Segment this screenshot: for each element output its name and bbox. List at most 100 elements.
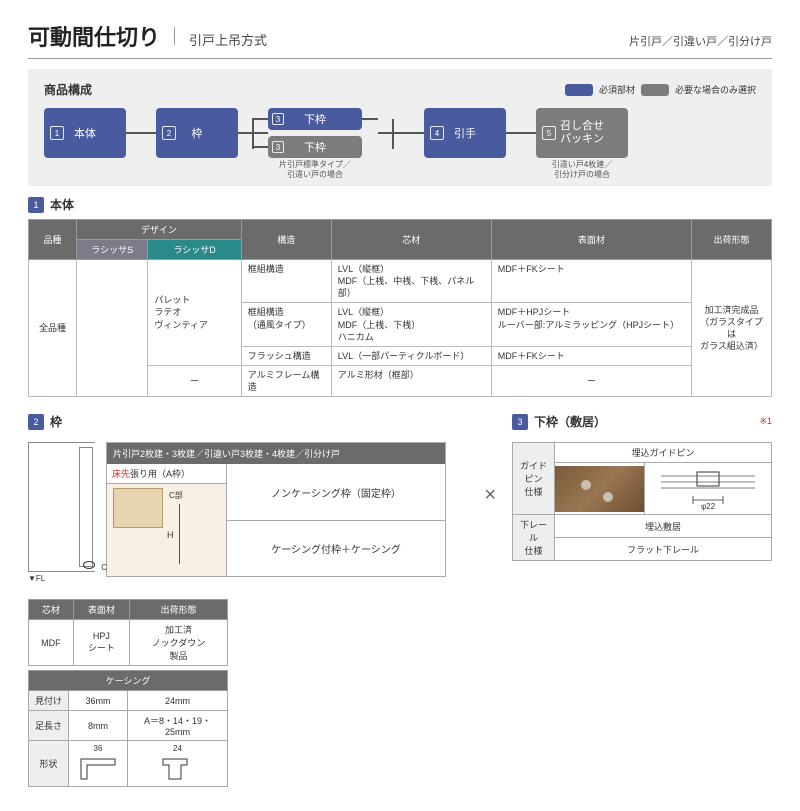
cell-r1-kouzou: 框組構造 xyxy=(241,260,331,303)
connector xyxy=(506,132,536,134)
section-3: 3 下枠（敷居） ※1 ガイドピン 仕様 埋込ガイドピン xyxy=(512,407,772,561)
node-label-5: 召し合せ パッキン xyxy=(560,120,604,146)
title-subtitle: 引戸上吊方式 xyxy=(189,30,629,49)
cell-rail-a: 埋込敷居 xyxy=(555,515,772,538)
table-lower-rail: ガイドピン 仕様 埋込ガイドピン xyxy=(512,442,772,561)
connector xyxy=(252,146,268,148)
node-label-3b: 下枠 xyxy=(304,139,326,155)
flow-stack-3: 3 下枠 3 下枠 片引戸標準タイプ／ 引違い戸の場合 xyxy=(268,108,378,158)
td-c-r1b: 24mm xyxy=(128,691,228,711)
flow-node-3b: 3 下枠 片引戸標準タイプ／ 引違い戸の場合 xyxy=(268,136,362,158)
th-shukka: 出荷形態 xyxy=(692,220,772,260)
table-body-spec: 品種 デザイン 構造 芯材 表面材 出荷形態 ラシッサS ラシッサD 全品種 パ… xyxy=(28,219,772,397)
cell-r4-shin: アルミ形材（框部） xyxy=(331,365,491,396)
section-head-1: 1 本体 xyxy=(28,196,772,213)
th-design: デザイン xyxy=(77,220,242,240)
legend-label-optional: 必要な場合のみ選択 xyxy=(675,83,756,96)
times-icon: × xyxy=(484,484,496,507)
frame-options-left: 床先張り用（A枠） C部 H xyxy=(107,464,227,576)
th-s1: 芯材 xyxy=(29,600,74,620)
td-c-r1a: 36mm xyxy=(69,691,128,711)
frame-left-diagram: C部 H xyxy=(107,484,226,576)
diagram-h-line xyxy=(179,504,180,564)
section-title-2: 枠 xyxy=(50,413,62,430)
cell-guide-dims: φ22 xyxy=(645,463,772,515)
td-c-r2b: A＝8・14・19・25mm xyxy=(128,711,228,741)
section-badge-3: 3 xyxy=(512,414,528,430)
cell-r4-designb: ー xyxy=(148,365,241,396)
frame-options-right: ノンケーシング枠（固定枠） ケーシング付枠＋ケーシング xyxy=(227,464,445,576)
diagram-c-label: C部 xyxy=(169,490,183,501)
cell-hinshu: 全品種 xyxy=(29,260,77,397)
th-casing: ケーシング xyxy=(29,671,228,691)
frame-outline: C部 xyxy=(28,442,98,572)
guide-pin-dot-icon xyxy=(581,480,591,490)
profile1-w: 36 xyxy=(73,744,123,753)
cell-guide-lh: ガイドピン 仕様 xyxy=(513,443,555,515)
th-design-b: ラシッサD xyxy=(148,240,241,260)
legend-swatch-optional xyxy=(641,84,669,96)
td-c-profile2: 24 xyxy=(128,741,228,787)
composition-title: 商品構成 xyxy=(44,81,565,98)
node-badge-3b: 3 xyxy=(272,141,284,153)
cell-rail-lh: 下レール 仕様 xyxy=(513,515,555,561)
guide-pin-dot-icon xyxy=(603,492,613,502)
title-right: 片引戸／引違い戸／引分け戸 xyxy=(629,33,772,49)
td-c-r2a: 8mm xyxy=(69,711,128,741)
node-label-4: 引手 xyxy=(454,125,476,141)
th-design-a: ラシッサS xyxy=(77,240,148,260)
th-kouzou: 構造 xyxy=(241,220,331,260)
cell-design-a xyxy=(77,260,148,397)
td-s1: MDF xyxy=(29,620,74,666)
connector xyxy=(252,118,268,120)
frame-left-head-rest: 張り用（A枠） xyxy=(130,469,190,479)
th-s2: 表面材 xyxy=(73,600,129,620)
title-divider xyxy=(174,27,175,45)
diagram-panel-icon xyxy=(113,488,163,528)
node-badge-2: 2 xyxy=(162,126,176,140)
connector-vertical xyxy=(392,119,394,149)
connector xyxy=(362,118,378,120)
legend-swatch-required xyxy=(565,84,593,96)
frame-sketch: C部 ▼FL xyxy=(28,442,98,583)
fl-label: ▼FL xyxy=(28,574,98,583)
frame-left-head-red: 床先 xyxy=(112,469,130,479)
section-badge-2: 2 xyxy=(28,414,44,430)
cell-design-b: パレット ラテオ ヴィンティア xyxy=(148,260,241,366)
node-badge-5: 5 xyxy=(542,126,556,140)
cell-r4-kouzou: アルミフレーム構造 xyxy=(241,365,331,396)
diagram-h-label: H xyxy=(167,530,174,540)
legend: 必須部材 必要な場合のみ選択 xyxy=(565,83,756,96)
section-3-note: ※1 xyxy=(759,416,772,427)
page-header: 可動間仕切り 引戸上吊方式 片引戸／引違い戸／引分け戸 xyxy=(28,20,772,59)
node-label-1: 本体 xyxy=(74,125,96,141)
table-spec-material: 芯材 表面材 出荷形態 MDF HPJ シート 加工済 ノックダウン 製品 xyxy=(28,599,228,666)
frame-option-2: ケーシング付枠＋ケーシング xyxy=(227,520,445,577)
flow-node-2: 2 枠 xyxy=(156,108,238,158)
connector xyxy=(126,132,156,134)
title-main: 可動間仕切り xyxy=(28,20,160,52)
cell-r1-shin: LVL（縦框） MDF（上桟、中桟、下桟、パネル部） xyxy=(331,260,491,303)
cell-guide-rh: 埋込ガイドピン xyxy=(555,443,772,463)
frame-option-1: ノンケーシング枠（固定枠） xyxy=(227,464,445,520)
node-label-3a: 下枠 xyxy=(304,111,326,127)
frame-options: 片引戸2枚建・3枚建／引違い戸3枚建・4枚建／引分け戸 床先張り用（A枠） C部… xyxy=(106,442,446,577)
profile-1-icon xyxy=(73,753,123,781)
section-badge-1: 1 xyxy=(28,197,44,213)
frame-options-head: 片引戸2枚建・3枚建／引違い戸3枚建・4枚建／引分け戸 xyxy=(107,443,445,464)
cell-r3-hyomen: MDF＋FKシート xyxy=(491,346,691,365)
connector-vertical xyxy=(252,119,254,149)
th-s3: 出荷形態 xyxy=(130,600,228,620)
profile2-w: 24 xyxy=(132,744,223,753)
table-casing: ケーシング 見付け 36mm 24mm 足長さ 8mm A＝8・14・19・25… xyxy=(28,670,228,787)
cell-r2-shin: LVL（縦框） MDF（上桟、下桟） ハニカム xyxy=(331,303,491,346)
section-title-1: 本体 xyxy=(50,196,74,213)
frame-door-leaf xyxy=(79,447,93,567)
cell-rail-b: フラット下レール xyxy=(555,538,772,561)
cell-r1-hyomen: MDF＋FKシート xyxy=(491,260,691,303)
frame-left-head: 床先張り用（A枠） xyxy=(107,464,226,484)
cell-r3-kouzou: フラッシュ構造 xyxy=(241,346,331,365)
profile-2-icon xyxy=(153,753,203,781)
td-c-profile1: 36 xyxy=(69,741,128,787)
td-s2: HPJ シート xyxy=(73,620,129,666)
